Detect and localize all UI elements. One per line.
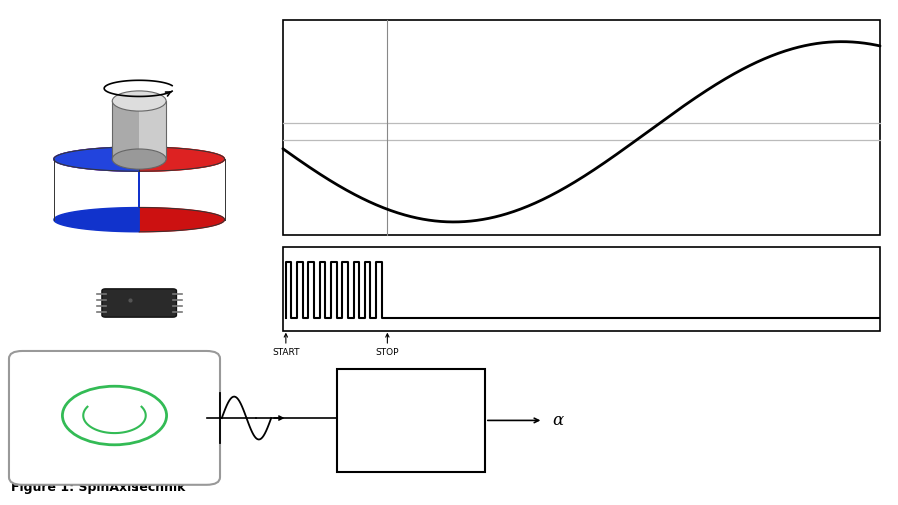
- Polygon shape: [54, 147, 139, 171]
- Text: START: START: [272, 348, 300, 358]
- Text: STOP: STOP: [375, 348, 399, 358]
- Text: Figure 1: SpinAxis: Figure 1: SpinAxis: [11, 481, 138, 494]
- Text: detection: detection: [374, 430, 447, 445]
- Bar: [139, 101, 166, 159]
- Ellipse shape: [112, 91, 166, 111]
- Bar: [112, 101, 166, 159]
- Ellipse shape: [112, 149, 166, 169]
- Text: TM: TM: [111, 472, 125, 481]
- Text: λ: λ: [37, 433, 43, 443]
- FancyBboxPatch shape: [9, 351, 220, 485]
- Polygon shape: [54, 147, 139, 232]
- Bar: [283, 247, 880, 331]
- Polygon shape: [139, 147, 224, 232]
- Bar: [337, 369, 485, 472]
- Bar: [283, 20, 880, 235]
- Text: α: α: [552, 412, 564, 429]
- Text: phase: phase: [388, 398, 434, 414]
- Text: Technik: Technik: [128, 481, 185, 494]
- Text: Y: Y: [37, 390, 43, 400]
- FancyBboxPatch shape: [101, 289, 176, 317]
- Polygon shape: [54, 147, 224, 171]
